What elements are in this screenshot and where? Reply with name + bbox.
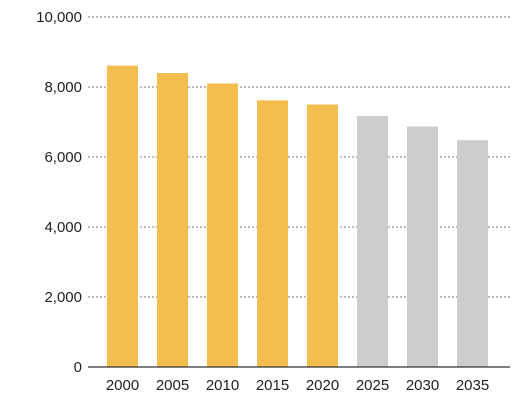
x-tick-label: 2010 [206, 377, 239, 394]
bar-2035 [457, 140, 488, 367]
y-tick-labels: 0 2,000 4,000 6,000 8,000 10,000 [36, 9, 82, 376]
bar-2025 [357, 116, 388, 367]
bar-2030 [407, 126, 438, 367]
y-tick-label: 8,000 [44, 79, 82, 96]
y-tick-label: 0 [74, 359, 82, 376]
y-tick-label: 4,000 [44, 219, 82, 236]
x-tick-label: 2020 [306, 377, 339, 394]
x-tick-label: 2025 [356, 377, 389, 394]
y-tick-label: 2,000 [44, 289, 82, 306]
x-tick-label: 2000 [106, 377, 139, 394]
grid-layer [88, 16, 510, 298]
y-tick-label: 10,000 [36, 9, 82, 26]
bar-2010 [207, 83, 238, 367]
x-tick-label: 2005 [156, 377, 189, 394]
x-tick-label: 2015 [256, 377, 289, 394]
x-tick-label: 2030 [406, 377, 439, 394]
bar-2000 [107, 65, 138, 368]
bar-layer [107, 65, 488, 368]
x-tick-labels: 2000 2005 2010 2015 2020 2025 2030 2035 [106, 377, 489, 394]
bar-2005 [157, 73, 188, 367]
y-tick-label: 6,000 [44, 149, 82, 166]
x-tick-label: 2035 [456, 377, 489, 394]
bar-2015 [257, 100, 288, 368]
bar-2020 [307, 104, 338, 367]
